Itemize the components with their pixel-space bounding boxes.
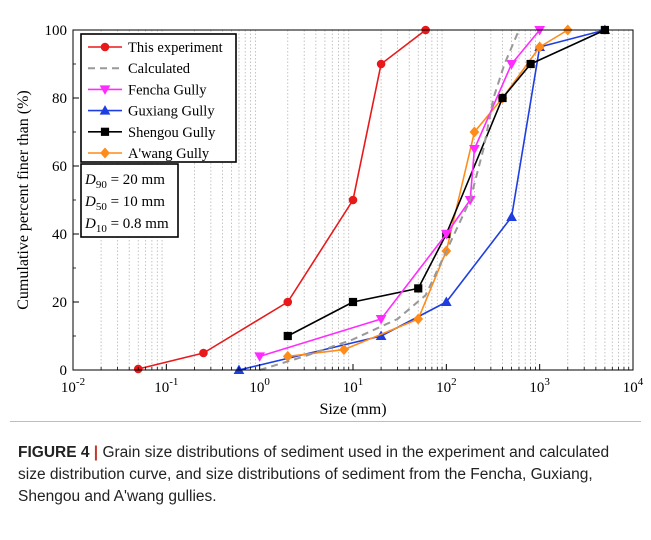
x-tick-label: 101 — [343, 376, 364, 396]
d-value-annotations: D90 = 20 mm D50 = 10 mm D10 = 0.8 mm — [80, 163, 179, 238]
data-point — [506, 60, 517, 70]
legend-label: A'wang Gully — [128, 146, 210, 162]
series-line — [259, 29, 541, 358]
y-tick-label: 100 — [45, 23, 68, 39]
data-point — [440, 230, 452, 240]
series-guxiang-gully — [233, 24, 611, 374]
data-point — [348, 195, 358, 205]
annotation-line: D10 = 0.8 mm — [84, 216, 169, 235]
y-tick-label: 80 — [52, 91, 67, 107]
data-point — [376, 59, 386, 69]
legend-marker — [100, 42, 110, 52]
legend-entry: Guxiang Gully — [88, 104, 215, 120]
data-point — [375, 315, 387, 325]
legend-entry: Shengou Gully — [88, 125, 216, 141]
series-calculated — [259, 29, 520, 371]
data-point — [440, 296, 452, 306]
data-point — [469, 126, 480, 138]
series-line — [287, 29, 606, 337]
data-point — [339, 344, 349, 356]
x-tick-label: 104 — [623, 376, 644, 396]
data-point — [283, 297, 293, 307]
series-line — [259, 29, 520, 371]
legend-label: Shengou Gully — [128, 125, 216, 141]
data-point — [469, 145, 480, 155]
tick-layer: 10-2 10-1 100 101 102 103 104 0 20 40 60 80 100 — [45, 23, 644, 396]
legend-marker — [100, 127, 110, 136]
legend-label: Calculated — [128, 61, 191, 77]
x-axis-title: Size (mm) — [319, 401, 386, 418]
figure-caption: FIGURE 4 | Grain size distributions of s… — [10, 421, 641, 508]
legend-entry: A'wang Gully — [88, 146, 210, 162]
series-shengou-gully — [283, 25, 610, 341]
legend-entry: Calculated — [88, 61, 191, 77]
caption-label: FIGURE 4 — [18, 444, 90, 461]
annotation-line: D90 = 20 mm — [84, 172, 165, 191]
data-point — [348, 297, 358, 307]
caption-separator: | — [93, 444, 99, 461]
annotation-line: D50 = 10 mm — [84, 194, 165, 213]
legend-marker — [99, 85, 111, 95]
legend: This experiment Calculated Fencha Gully Gux… — [80, 33, 237, 163]
x-tick-label: 103 — [529, 376, 550, 396]
legend-entry: This experiment — [88, 40, 223, 56]
legend-label: This experiment — [128, 40, 223, 56]
grid-layer — [100, 30, 630, 370]
data-point — [413, 313, 424, 325]
y-tick-label: 40 — [52, 227, 67, 243]
data-point — [534, 41, 545, 53]
data-point — [414, 284, 423, 293]
data-point — [526, 59, 535, 69]
legend-marker — [99, 105, 111, 115]
legend-entry: Fencha Gully — [88, 82, 207, 98]
caption-body: Grain size distributions of sediment use… — [18, 444, 610, 505]
y-axis-title: Cumulative percent finer than (%) — [15, 90, 32, 309]
y-tick-label: 0 — [60, 363, 68, 379]
annotation-box — [80, 163, 179, 238]
data-point — [199, 348, 208, 358]
series-layer — [133, 24, 611, 374]
data-point — [498, 93, 507, 103]
x-tick-label: 102 — [436, 376, 457, 396]
x-tick-label: 10-2 — [61, 376, 85, 396]
x-tick-label: 100 — [249, 376, 270, 396]
x-tick-label: 10-1 — [154, 376, 178, 396]
y-tick-label: 60 — [52, 159, 67, 175]
legend-box — [80, 33, 237, 163]
y-tick-label: 20 — [52, 295, 67, 311]
series-line — [138, 29, 427, 370]
legend-marker — [100, 147, 110, 159]
series-line — [287, 29, 569, 358]
series-line — [238, 29, 606, 371]
data-point — [506, 211, 517, 221]
legend-label: Fencha Gully — [128, 82, 207, 98]
legend-label: Guxiang Gully — [128, 104, 215, 120]
data-point — [283, 331, 292, 341]
caption-text: FIGURE 4 | Grain size distributions of s… — [18, 442, 633, 508]
grain-size-chart: 10-2 10-1 100 101 102 103 104 0 20 40 60 80 100 Size… — [15, 23, 644, 418]
series-fencha-gully — [254, 26, 546, 362]
data-point — [254, 352, 266, 362]
